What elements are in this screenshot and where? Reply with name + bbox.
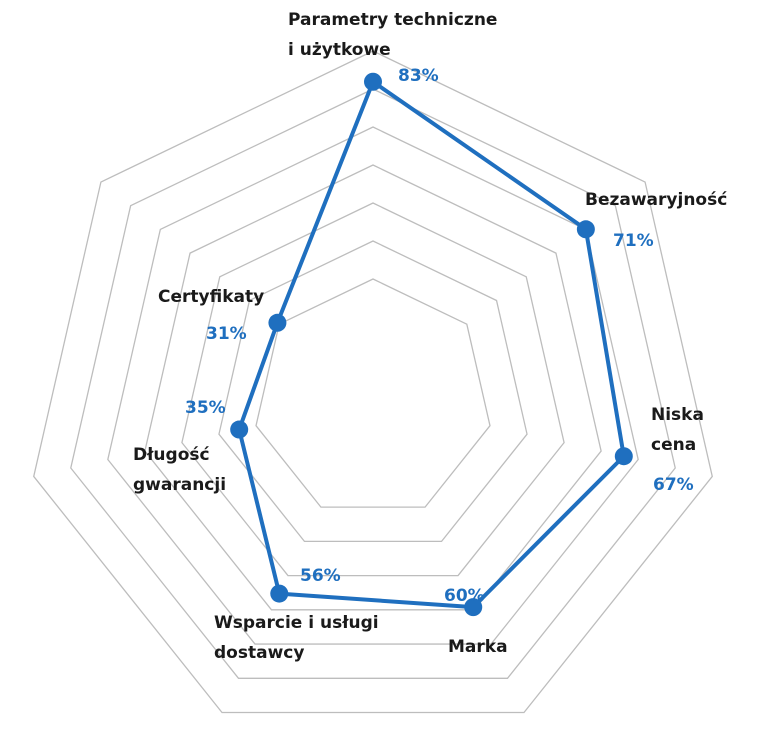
data-label-parametry: 83% (398, 66, 439, 86)
data-label-dlugosc-gwarancji: 35% (185, 398, 226, 418)
grid-ring (70, 88, 676, 679)
grid-ring (107, 126, 639, 645)
grid-ring (255, 278, 491, 508)
data-point (576, 220, 595, 239)
data-point (614, 447, 633, 466)
data-label-marka: 60% (444, 586, 485, 606)
axis-label-marka: Marka (448, 637, 508, 657)
axis-label-niska-cena: Niska cena (651, 405, 704, 455)
data-point (464, 598, 483, 617)
grid-ring (181, 202, 565, 577)
data-label-certyfikaty: 31% (206, 324, 247, 344)
data-label-wsparcie: 56% (300, 566, 341, 586)
data-point (270, 584, 289, 603)
data-point (230, 420, 249, 439)
axis-label-parametry: Parametry techniczne i użytkowe (288, 10, 498, 60)
data-point (364, 72, 382, 91)
data-label-niska-cena: 67% (653, 475, 694, 495)
data-point (268, 313, 287, 332)
data-label-bezawaryjnosc: 71% (613, 231, 654, 251)
grid-ring (218, 240, 528, 543)
axis-label-dlugosc-gwarancji: Długość gwarancji (133, 445, 227, 495)
axis-label-bezawaryjnosc: Bezawaryjność (585, 190, 728, 210)
series-line (237, 79, 626, 610)
axis-label-certyfikaty: Certyfikaty (158, 287, 265, 307)
axis-label-wsparcie: Wsparcie i usługi dostawcy (214, 613, 379, 663)
grid-ring (144, 164, 602, 611)
grid-ring (33, 50, 713, 714)
